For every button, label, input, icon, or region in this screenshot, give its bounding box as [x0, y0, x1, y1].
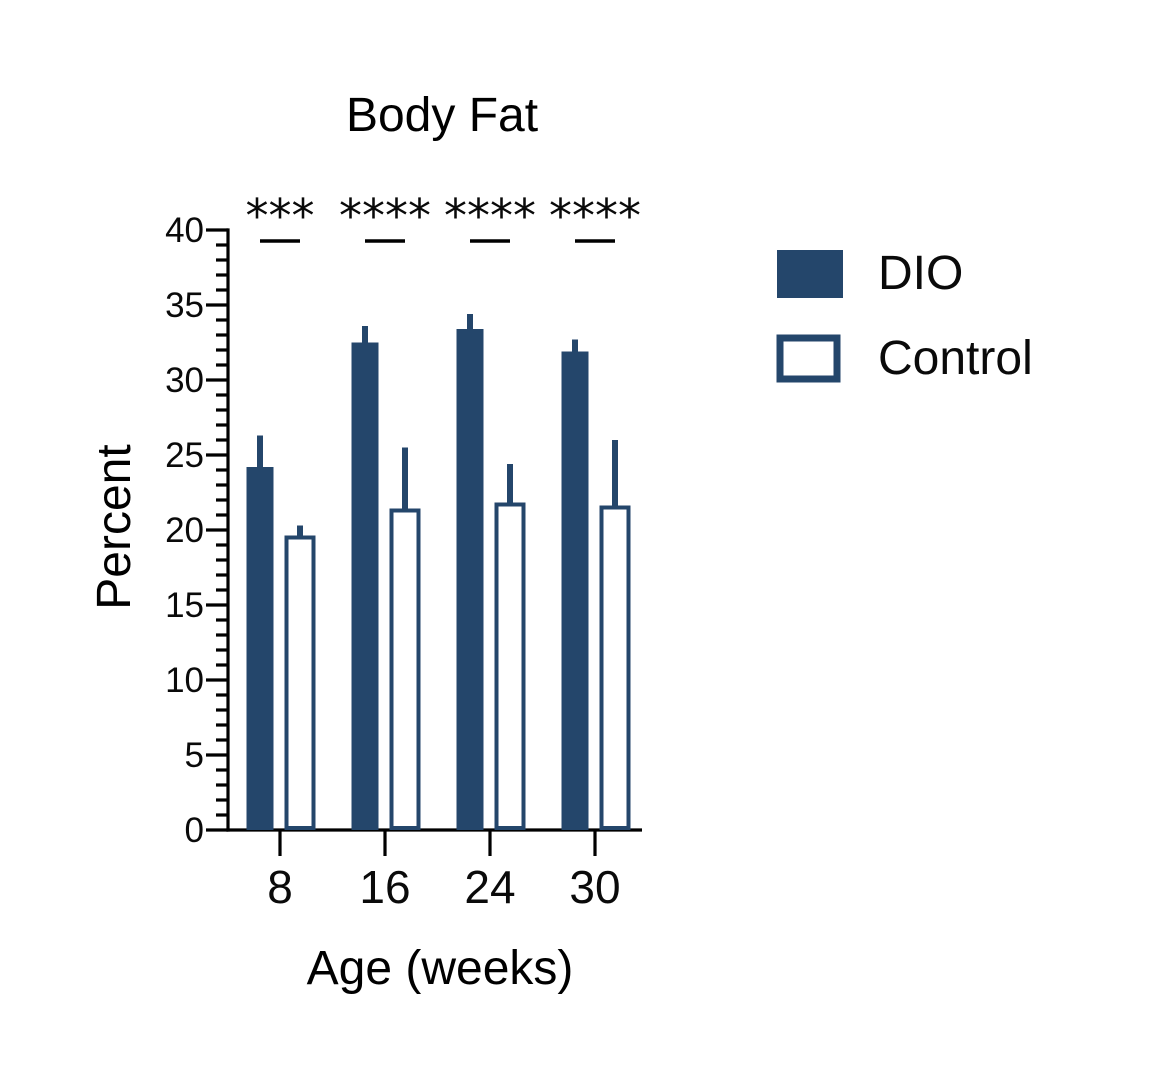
legend-label-dio: DIO [878, 247, 963, 300]
y-tick-label: 30 [165, 361, 204, 400]
y-tick-label: 5 [185, 736, 204, 775]
bars [246, 314, 631, 830]
x-tick-label: 8 [267, 861, 293, 913]
x-tick-label: 16 [359, 861, 410, 913]
significance-stars: **** [339, 189, 431, 243]
legend-swatch-dio [777, 250, 843, 298]
y-tick-label: 0 [185, 811, 204, 850]
significance-stars: **** [549, 189, 641, 243]
bar-dio-8 [246, 467, 274, 830]
y-tick-label: 20 [165, 511, 204, 550]
y-tick-label: 10 [165, 661, 204, 700]
bar-dio-16 [351, 342, 379, 830]
y-tick-label: 35 [165, 286, 204, 325]
bar-dio-30 [561, 351, 589, 830]
x-tick-label: 24 [464, 861, 515, 913]
legend: DIO Control [776, 247, 1033, 385]
bar-control-16 [389, 508, 421, 830]
x-axis-title: Age (weeks) [307, 942, 574, 995]
legend-label-control: Control [878, 332, 1033, 385]
chart-title: Body Fat [346, 89, 538, 142]
y-tick-label: 40 [165, 211, 204, 250]
y-axis-title: Percent [88, 444, 141, 609]
legend-swatch-control [776, 334, 841, 383]
y-tick-label: 15 [165, 586, 204, 625]
bar-control-8 [284, 535, 316, 830]
x-tick-label: 30 [569, 861, 620, 913]
significance-stars: **** [444, 189, 536, 243]
significance-markers: *** **** **** **** [246, 189, 642, 243]
bar-control-30 [599, 505, 631, 830]
axes: 0 5 10 15 20 25 30 35 40 8 16 24 30 [165, 211, 642, 913]
significance-stars: *** [246, 189, 315, 243]
bar-control-24 [494, 502, 526, 830]
bar-dio-24 [456, 329, 484, 830]
y-tick-label: 25 [165, 436, 204, 475]
